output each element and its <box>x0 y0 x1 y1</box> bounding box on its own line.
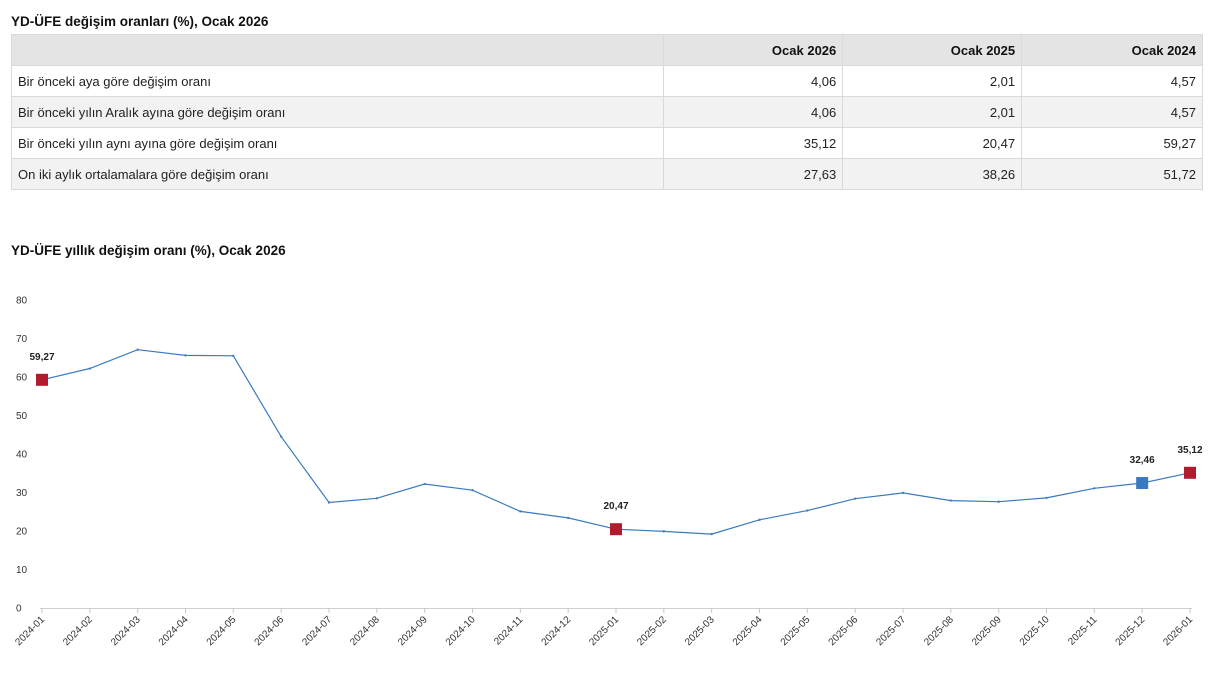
highlight-marker <box>36 373 48 386</box>
x-tick-label: 2025-05 <box>779 614 813 648</box>
data-point <box>853 497 857 500</box>
data-point <box>1045 496 1048 500</box>
data-label: 32,46 <box>1130 455 1155 466</box>
x-tick-label: 2025-02 <box>635 614 669 648</box>
y-tick-label: 30 <box>16 488 28 499</box>
line-chart: 0 10 20 30 40 50 60 70 80 2024-01 2024-02 2024-03 20… <box>13 296 1203 649</box>
row-label: Bir önceki yılın Aralık ayına göre değiş… <box>10 96 665 128</box>
y-tick-label: 10 <box>16 565 28 576</box>
header-ocak-2025: Ocak 2025 <box>842 34 1023 66</box>
header-ocak-2026: Ocak 2026 <box>663 34 844 66</box>
cell-value: 59,27 <box>1021 127 1203 159</box>
x-tick-label: 2025-06 <box>827 614 861 648</box>
x-tick-label: 2026-01 <box>1161 614 1195 648</box>
x-tick-label: 2024-03 <box>109 614 143 648</box>
header-label <box>10 34 665 66</box>
data-label: 20,47 <box>603 501 628 512</box>
x-tick-label: 2024-07 <box>300 614 334 648</box>
table-row: Bir önceki aya göre değişim oranı 4,06 2… <box>10 65 1203 97</box>
table-row: Bir önceki yılın Aralık ayına göre değiş… <box>10 96 1203 128</box>
header-ocak-2024: Ocak 2024 <box>1021 34 1203 66</box>
y-tick-label: 20 <box>16 527 28 538</box>
y-tick-label: 0 <box>16 604 22 615</box>
x-tick-label: 2024-08 <box>348 614 382 648</box>
cell-value: 4,06 <box>663 65 844 97</box>
data-point <box>184 354 187 357</box>
x-tick-label: 2024-02 <box>61 614 95 648</box>
data-point <box>806 509 809 512</box>
x-tick-label: 2024-06 <box>253 614 287 648</box>
cell-value: 2,01 <box>842 96 1023 128</box>
x-tick-label: 2025-03 <box>683 614 717 648</box>
data-point <box>232 354 235 358</box>
table-row: Bir önceki yılın aynı ayına göre değişim… <box>10 127 1203 159</box>
data-point <box>901 491 905 495</box>
x-tick-label: 2024-11 <box>492 614 526 648</box>
x-tick-label: 2024-12 <box>540 614 574 648</box>
cell-value: 27,63 <box>663 158 844 190</box>
cell-value: 4,06 <box>663 96 844 128</box>
y-tick-label: 60 <box>16 373 28 384</box>
row-label: Bir önceki aya göre değişim oranı <box>10 65 665 97</box>
row-label: On iki aylık ortalamalara göre değişim o… <box>10 158 665 190</box>
x-tick-label: 2025-09 <box>970 614 1004 648</box>
data-point <box>423 482 426 486</box>
x-tick-label: 2024-10 <box>444 614 478 648</box>
y-tick-label: 70 <box>16 334 28 345</box>
table-row: On iki aylık ortalamalara göre değişim o… <box>10 158 1203 190</box>
highlight-marker <box>1184 466 1196 479</box>
data-point <box>471 488 474 492</box>
table-title: YD-ÜFE değişim oranları (%), Ocak 2026 <box>11 14 269 29</box>
x-tick-label: 2024-01 <box>13 614 47 648</box>
x-tick-label: 2025-01 <box>587 614 621 648</box>
highlight-marker <box>610 523 622 536</box>
x-tick-label: 2025-10 <box>1018 614 1052 648</box>
x-tick-label: 2024-05 <box>205 614 239 648</box>
data-point <box>375 497 379 500</box>
cell-value: 20,47 <box>842 127 1023 159</box>
data-point <box>279 435 283 438</box>
x-tick-label: 2025-11 <box>1066 614 1100 648</box>
data-point <box>662 530 666 533</box>
cell-value: 2,01 <box>842 65 1023 97</box>
row-label: Bir önceki yılın aynı ayına göre değişim… <box>10 127 665 159</box>
y-tick-label: 50 <box>16 411 28 422</box>
x-tick-label: 2024-04 <box>157 614 191 648</box>
x-tick-label: 2025-08 <box>922 614 956 648</box>
cell-value: 4,57 <box>1021 96 1203 128</box>
y-tick-label: 80 <box>16 296 28 307</box>
x-tick-label: 2024-09 <box>396 614 430 648</box>
table-header-row: Ocak 2026 Ocak 2025 Ocak 2024 <box>10 34 1203 66</box>
change-rates-table: Ocak 2026 Ocak 2025 Ocak 2024 Bir önceki… <box>10 34 1203 190</box>
cell-value: 35,12 <box>663 127 844 159</box>
data-point <box>997 500 1000 503</box>
x-tick-label: 2025-04 <box>731 614 765 648</box>
data-point <box>710 532 713 536</box>
data-label: 59,27 <box>29 352 54 363</box>
data-point <box>566 516 570 520</box>
data-label: 35,12 <box>1177 445 1202 456</box>
data-point <box>949 499 953 502</box>
x-tick-label: 2025-12 <box>1114 614 1148 648</box>
cell-value: 4,57 <box>1021 65 1203 97</box>
highlight-marker <box>1136 477 1149 490</box>
data-point <box>1093 487 1096 490</box>
data-point <box>758 518 761 522</box>
x-tick-label: 2025-07 <box>874 614 908 648</box>
y-tick-label: 40 <box>16 450 28 461</box>
data-point <box>519 510 522 513</box>
cell-value: 51,72 <box>1021 158 1203 190</box>
data-point <box>136 348 139 351</box>
cell-value: 38,26 <box>842 158 1023 190</box>
data-point <box>88 367 92 370</box>
data-point <box>327 501 331 504</box>
chart-title: YD-ÜFE yıllık değişim oranı (%), Ocak 20… <box>11 243 286 258</box>
